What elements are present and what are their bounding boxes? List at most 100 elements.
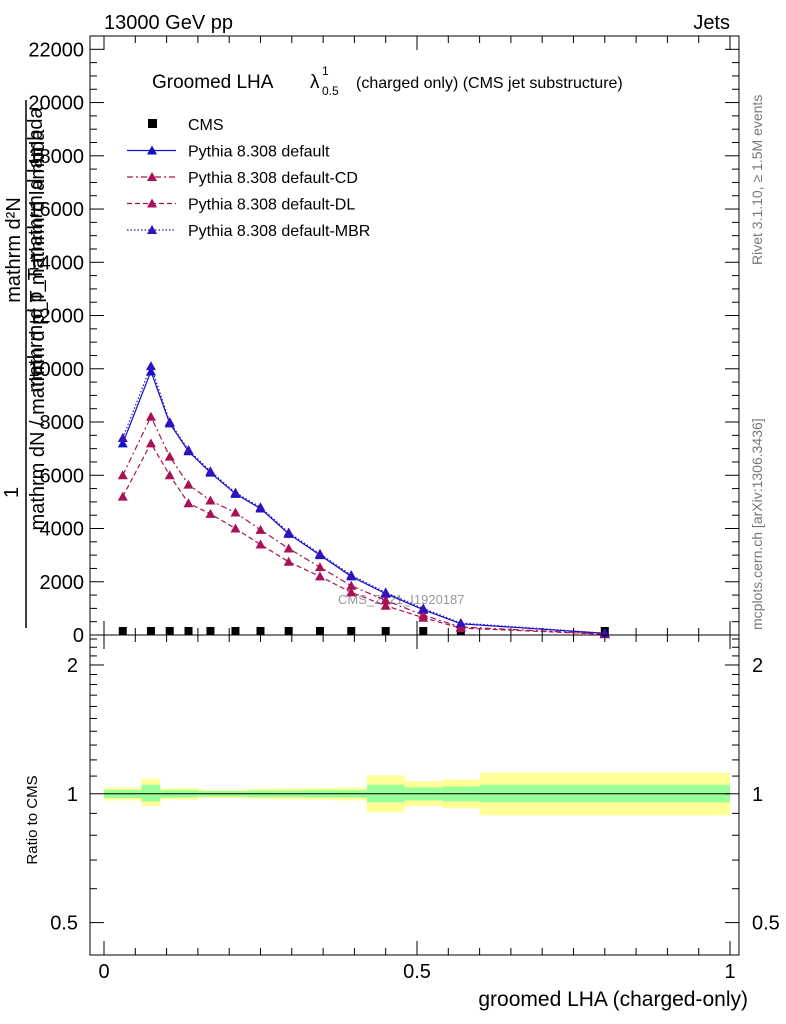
y-tick-label: 8000: [40, 412, 85, 434]
y-tick-label: 14000: [28, 252, 84, 274]
series-marker-triangle: [230, 507, 241, 517]
y-tick-label: 4000: [40, 519, 85, 541]
legend-marker-square: [148, 119, 157, 128]
ratio-inner-band: [141, 784, 161, 802]
title-symbol: λ: [310, 72, 320, 93]
legend-marker-triangle: [147, 145, 157, 155]
y-tick-label: 20000: [28, 93, 84, 115]
series-line: [122, 415, 605, 635]
data-point-cms: [347, 627, 356, 635]
title-sub: 0.5: [322, 84, 339, 98]
header-right: Jets: [693, 12, 730, 34]
legend-entry-label: Pythia 8.308 default: [188, 144, 330, 161]
y-label-overlap-2: mathrm d p_T mathrm d lambda: [25, 106, 47, 392]
y-tick-label: 0: [73, 625, 84, 647]
legend-marker-triangle: [147, 172, 157, 181]
ratio-y-tick-label: 1: [67, 784, 78, 806]
series-marker-triangle: [117, 432, 128, 442]
series-marker-triangle: [346, 570, 357, 580]
series-marker-triangle: [145, 361, 156, 371]
series-marker-triangle: [205, 466, 216, 476]
ratio-y-label: Ratio to CMS: [24, 775, 41, 864]
legend-marker-triangle: [147, 198, 157, 208]
legend-marker-triangle: [147, 225, 157, 234]
series-marker-triangle: [145, 438, 156, 448]
series-marker-triangle: [255, 502, 266, 512]
ratio-y-tick-label-right: 0.5: [752, 913, 780, 935]
data-point-cms: [419, 627, 428, 635]
y-label-numerator: 1: [1, 487, 23, 498]
data-point-cms: [206, 627, 215, 635]
ratio-x-axis: 0 0.5 1: [98, 635, 736, 983]
series-marker-triangle: [283, 527, 294, 537]
data-point-cms: [165, 627, 174, 635]
series-marker-triangle: [418, 612, 429, 622]
data-point-cms: [184, 627, 193, 635]
x-axis-label: groomed LHA (charged-only): [478, 988, 748, 1011]
title-text: Groomed LHA: [152, 72, 274, 93]
plot-title: Groomed LHA λ 1 0.5 (charged only) (CMS …: [152, 64, 623, 98]
data-point-cms: [256, 627, 265, 635]
y-tick-label: 16000: [28, 199, 84, 221]
title-suffix: (charged only) (CMS jet substructure): [356, 75, 623, 92]
series-marker-triangle: [346, 587, 357, 597]
series-marker-triangle: [283, 543, 294, 553]
rivet-label: Rivet 3.1.10, ≥ 1.5M events: [749, 95, 765, 265]
x-tick-label: 0.5: [403, 961, 431, 983]
main-y-axis: 0 2000 4000 6000 8000 10000 12000 14000 16000 180…: [28, 39, 739, 647]
series-marker-triangle: [164, 451, 175, 461]
series-marker-triangle: [145, 411, 156, 421]
ratio-y-tick-label-right: 2: [752, 655, 763, 677]
series-marker-triangle: [380, 595, 391, 605]
y-tick-label: 6000: [40, 465, 85, 487]
y-tick-label: 12000: [28, 306, 84, 328]
series-line: [122, 369, 605, 635]
y-tick-label: 18000: [28, 146, 84, 168]
legend-entry-label: Pythia 8.308 default-DL: [188, 197, 355, 214]
series-marker-triangle: [455, 623, 466, 633]
series-marker-triangle: [255, 524, 266, 534]
series-marker-triangle: [455, 618, 466, 628]
y-tick-label: 10000: [28, 359, 84, 381]
series-marker-triangle: [164, 470, 175, 480]
series-marker-triangle: [255, 539, 266, 549]
series-marker-triangle: [230, 487, 241, 497]
y-tick-label: 2000: [40, 572, 85, 594]
series-marker-triangle: [183, 444, 194, 454]
ratio-y-tick-label: 0.5: [50, 913, 78, 935]
series-marker-triangle: [346, 580, 357, 590]
series-marker-triangle: [117, 438, 128, 448]
ratio-y-axis: 0.5 0.5 1 1 2 2: [50, 638, 780, 935]
series-marker-triangle: [380, 600, 391, 610]
legend: CMS Pythia 8.308 default Pythia 8.308 defa…: [127, 117, 370, 240]
y-label-overlap-1: mathrm d²N: [3, 197, 25, 303]
series-line: [122, 364, 605, 634]
data-point-cms: [146, 627, 155, 635]
legend-entry-label: CMS: [188, 117, 224, 134]
legend-entry-label: Pythia 8.308 default-MBR: [188, 223, 370, 240]
series-line: [122, 442, 605, 635]
data-point-cms: [315, 627, 324, 635]
series-marker-triangle: [314, 571, 325, 581]
data-point-cms: [284, 627, 293, 635]
header-left: 13000 GeV pp: [104, 12, 233, 34]
data-point-cms: [231, 627, 240, 635]
y-label-overlap-3: mathrm dN / mathrm d p_T mathrm d lambda: [27, 129, 49, 531]
series-marker-triangle: [117, 470, 128, 480]
series-marker-triangle: [164, 417, 175, 427]
series-marker-triangle: [183, 498, 194, 508]
series-marker-triangle: [205, 495, 216, 505]
series-marker-triangle: [380, 587, 391, 597]
main-series-group: [117, 361, 610, 639]
mcplots-label: mcplots.cern.ch [arXiv:1306.3436]: [749, 418, 765, 630]
series-marker-triangle: [117, 491, 128, 501]
series-marker-triangle: [205, 508, 216, 518]
series-marker-triangle: [283, 556, 294, 566]
data-point-cms: [118, 627, 127, 635]
series-marker-triangle: [230, 523, 241, 533]
x-tick-label: 1: [724, 961, 735, 983]
x-tick-label: 0: [98, 961, 109, 983]
ratio-y-tick-label-right: 1: [752, 784, 763, 806]
y-tick-label: 22000: [28, 39, 84, 61]
